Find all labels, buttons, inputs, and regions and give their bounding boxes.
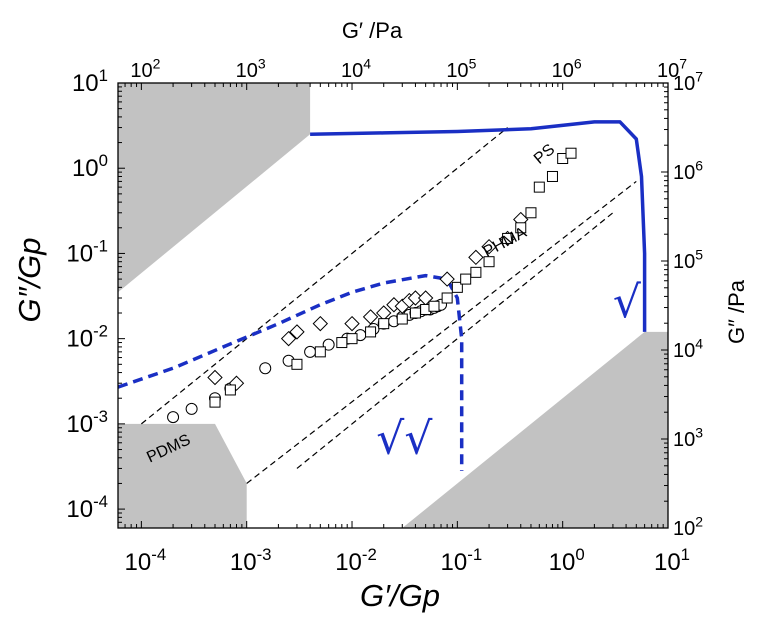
y-tick-label: 10-3	[66, 407, 108, 438]
tick-labels: 10-4 10-3 10-2 10-1 100 101 10-4 10-3 10-2 10-1 10…	[66, 56, 703, 576]
point-ps-15	[470, 266, 482, 278]
x2-tick-label: 105	[446, 56, 476, 82]
region-upper-left-excluded	[118, 83, 311, 293]
x-tick-label: 101	[654, 545, 690, 576]
point-ps-3	[314, 346, 326, 358]
point-ps-4	[336, 337, 348, 349]
x2-tick-label: 107	[657, 56, 687, 82]
excluded-regions	[118, 83, 668, 528]
blue-model-curves	[118, 120, 647, 471]
point-phma-3	[289, 324, 305, 340]
x-tick-label: 10-1	[441, 545, 483, 576]
y2-tick-label: 104	[673, 336, 703, 362]
point-ps-7	[378, 318, 390, 330]
point-ps-8	[396, 313, 408, 325]
x-tick-label: 100	[549, 545, 585, 576]
point-phma-13	[439, 271, 455, 287]
curve-double-sqrt-dashed	[118, 273, 464, 471]
point-ps-14	[460, 273, 472, 285]
point-phma-15	[481, 238, 497, 255]
curve-sqrt-solid	[310, 120, 647, 332]
point-ps-9	[409, 307, 421, 319]
region-lower-right-excluded	[402, 331, 668, 528]
annotation-phma: PHMA	[481, 224, 530, 261]
annotation-dsqrt: √√	[376, 413, 433, 464]
point-ps-23	[565, 147, 577, 159]
point-ps-11	[428, 300, 440, 312]
point-phma-2	[280, 330, 297, 347]
dashed-guide-lines	[140, 127, 637, 484]
point-pdms-7	[322, 338, 335, 351]
point-ps-16	[483, 256, 495, 268]
point-phma-7	[376, 305, 392, 321]
x-tick-label: 10-3	[230, 545, 272, 576]
x2-tick-label: 103	[236, 56, 266, 82]
point-ps-19	[525, 207, 537, 219]
point-ps-2	[291, 358, 303, 370]
x-tick-label: 10-2	[335, 545, 377, 576]
y-axis-title: G″/Gp	[12, 237, 47, 322]
point-ps-0	[209, 396, 221, 408]
y2-tick-label: 102	[673, 514, 703, 540]
x2-tick-label: 104	[341, 56, 371, 82]
y2-tick-label: 103	[673, 425, 703, 451]
point-ps-6	[365, 326, 377, 338]
point-pdms-0	[167, 411, 180, 424]
y2-tick-label: 107	[673, 69, 703, 95]
guide-line-0	[140, 127, 508, 425]
data-points	[167, 147, 577, 424]
y-tick-label: 10-2	[66, 322, 108, 353]
x-axis-title: G′/Gp	[360, 578, 440, 613]
right-axis-title: G″ /Pa	[724, 279, 749, 344]
guide-line-2	[246, 180, 637, 484]
point-pdms-4	[259, 362, 272, 375]
point-phma-6	[362, 309, 379, 325]
x-tick-label: 10-4	[125, 545, 167, 576]
point-ps-17	[502, 232, 514, 244]
y2-tick-label: 105	[673, 247, 703, 273]
point-ps-21	[546, 170, 558, 182]
axis-ticks	[117, 82, 669, 529]
region-lower-left-excluded	[118, 423, 247, 528]
point-phma-0	[207, 369, 223, 386]
plot-frame	[117, 82, 669, 529]
annotation-ps: PS	[531, 141, 558, 168]
point-ps-20	[533, 181, 545, 193]
point-ps-18	[515, 222, 527, 234]
point-phma-11	[407, 290, 424, 306]
point-phma-4	[312, 315, 329, 332]
point-pdms-6	[304, 345, 317, 358]
guide-line-1	[296, 212, 614, 469]
x2-tick-label: 106	[552, 56, 582, 82]
point-ps-1	[224, 384, 236, 396]
top-axis-title: G′ /Pa	[342, 18, 403, 43]
y2-tick-label: 106	[673, 158, 703, 184]
x2-tick-label: 102	[130, 56, 160, 82]
point-ps-13	[451, 281, 463, 293]
annotation-sqrt: √	[613, 277, 642, 328]
y-tick-label: 101	[72, 66, 108, 97]
point-ps-5	[346, 333, 358, 345]
point-ps-12	[441, 292, 453, 304]
point-phma-14	[468, 249, 484, 266]
y-tick-label: 10-4	[66, 492, 108, 523]
y-tick-label: 10-1	[66, 236, 108, 267]
y-tick-label: 100	[72, 151, 108, 182]
point-pdms-1	[185, 402, 198, 415]
point-phma-5	[344, 315, 360, 332]
